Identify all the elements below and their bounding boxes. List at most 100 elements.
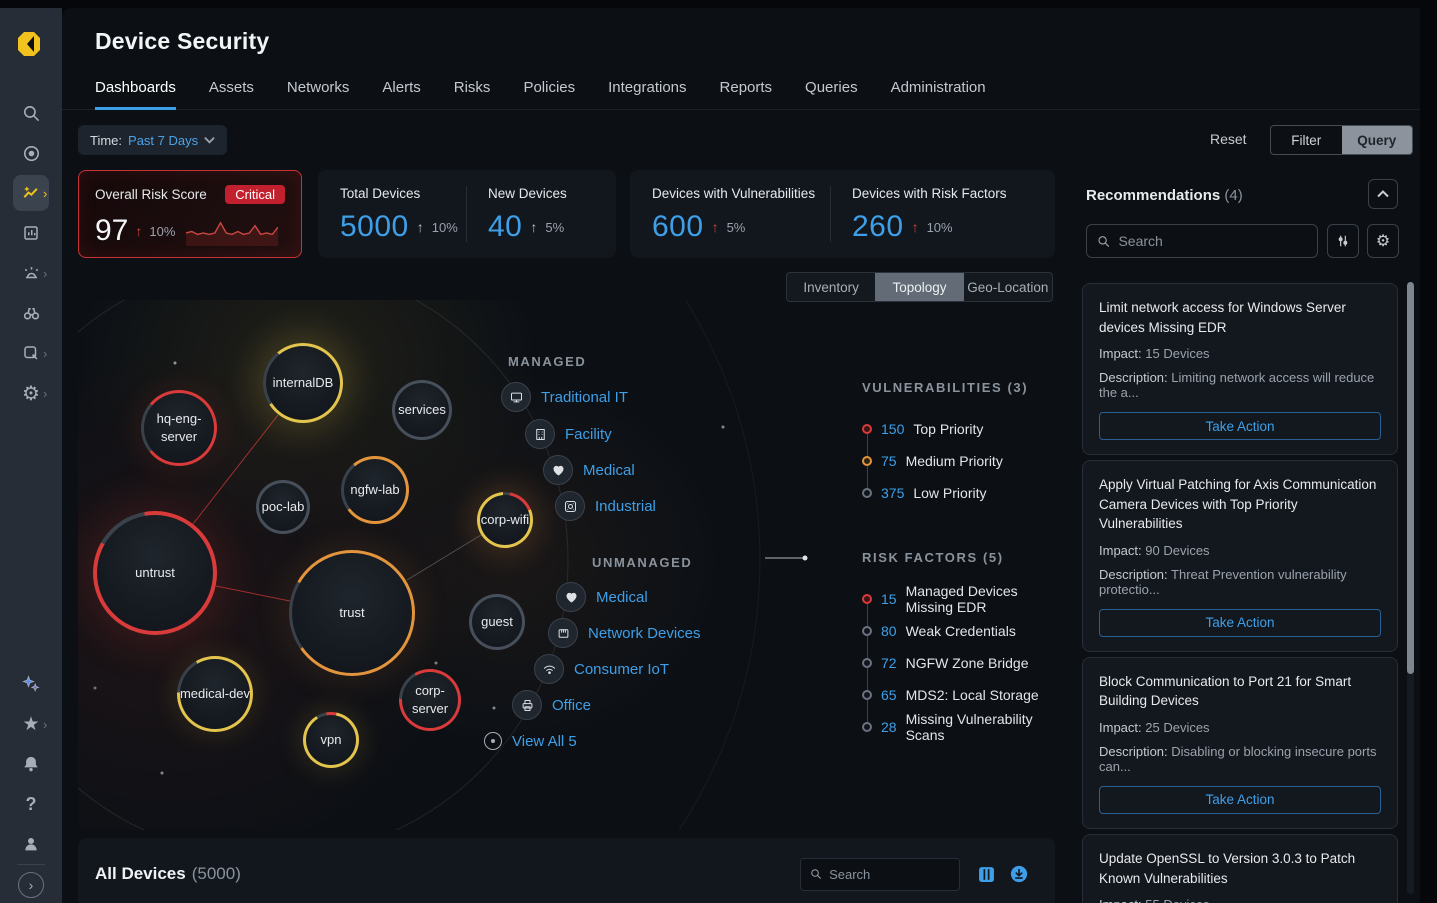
node-hq-eng-server[interactable]: hq-eng-server [141,390,217,466]
recommendations-search[interactable] [1086,224,1318,258]
filter-sliders-button[interactable] [1327,224,1359,258]
time-filter-dropdown[interactable]: Time: Past 7 Days [78,125,228,155]
user-icon[interactable] [0,826,62,862]
node-corp-wifi[interactable]: corp-wifi [477,492,533,548]
dashboards-icon[interactable]: › [0,175,62,211]
brand-logo[interactable] [14,28,48,65]
unmanaged-item-office[interactable]: Office [512,690,591,720]
node-poc-lab[interactable]: poc-lab [256,480,310,534]
node-ngfw-lab[interactable]: ngfw-lab [341,456,409,524]
all-devices-title: All Devices [95,864,186,883]
main-nav: Dashboards Assets Networks Alerts Risks … [62,76,1420,110]
risk-factor-item[interactable]: 80 Weak Credentials [862,615,1055,647]
severity-dot-gray [862,658,872,668]
tab-inventory[interactable]: Inventory [787,273,875,301]
binoculars-icon[interactable] [0,295,62,331]
all-devices-search[interactable] [800,857,960,891]
query-button[interactable]: Query [1341,126,1412,154]
vulnerability-item[interactable]: 150 Top Priority [862,413,1028,445]
chevron-right-icon: › [43,265,48,281]
unmanaged-item-network-devices[interactable]: Network Devices [548,618,701,648]
managed-item-medical[interactable]: Medical [543,455,635,485]
filter-query-toggle: Filter Query [1270,125,1413,155]
reports-icon[interactable] [0,215,62,251]
tab-networks[interactable]: Networks [286,79,350,96]
node-medical-dev[interactable]: medical-dev [177,656,253,732]
view-all-link[interactable]: View All 5 [484,732,577,750]
alerts-siren-icon[interactable]: › [0,255,62,291]
reset-button[interactable]: Reset [1210,131,1247,147]
all-devices-search-input[interactable] [829,866,950,882]
risk-score-value: 97 [95,214,129,247]
node-guest[interactable]: guest [469,594,525,650]
radar-icon[interactable] [0,135,62,171]
risk-factors-panel: RISK FACTORS (5) 15 Managed Devices Miss… [862,550,1055,743]
time-label: Time: [90,132,123,148]
collapse-panel-button[interactable] [1368,179,1398,209]
chip-icon [548,618,578,648]
node-services[interactable]: services [392,380,452,440]
node-untrust[interactable]: untrust [93,511,217,635]
node-vpn[interactable]: vpn [303,712,359,768]
settings-gear-icon[interactable]: ⚙ › [22,382,48,405]
devices-risk-factors-title: Devices with Risk Factors [852,186,1007,201]
description-value: Limiting network access will reduce the … [1099,370,1375,401]
tab-reports[interactable]: Reports [719,79,773,96]
notifications-bell-icon[interactable] [0,746,62,782]
recommendation-title: Block Communication to Port 21 for Smart… [1099,673,1352,709]
node-corp-server[interactable]: corp-server [399,669,461,731]
tab-risks[interactable]: Risks [453,79,491,96]
devices-risk-factors-value: 260 [852,210,904,243]
severity-dot-gray [862,488,872,498]
expand-chevron-icon[interactable]: › [18,872,44,898]
node-trust[interactable]: trust [289,550,415,676]
tab-integrations[interactable]: Integrations [608,79,687,96]
managed-item-facility[interactable]: Facility [525,419,612,449]
unmanaged-item-consumer-iot[interactable]: Consumer IoT [534,654,669,684]
risk-factor-item[interactable]: 15 Managed Devices Missing EDR [862,583,1055,615]
take-action-button[interactable]: Take Action [1099,608,1381,637]
description-label: Description: [1099,370,1168,386]
tab-policies[interactable]: Policies [523,79,576,96]
filter-button[interactable]: Filter [1271,126,1342,154]
divider [466,186,467,242]
download-icon[interactable] [1010,865,1028,883]
settings-gear-button[interactable]: ⚙ [1367,224,1399,258]
tab-topology[interactable]: Topology [875,273,964,301]
recommendations-search-input[interactable] [1118,233,1307,249]
search-icon[interactable] [0,95,62,131]
take-action-button[interactable]: Take Action [1099,785,1381,814]
columns-icon[interactable] [978,866,995,883]
chevron-right-icon: › [43,385,48,401]
vulnerability-item[interactable]: 75 Medium Priority [862,445,1028,477]
favorites-star-icon[interactable]: ★ › [22,713,48,735]
take-action-button[interactable]: Take Action [1099,412,1381,441]
scrollbar-thumb[interactable] [1407,282,1414,674]
managed-item-traditional-it[interactable]: Traditional IT [501,382,628,412]
queries-icon[interactable]: › [0,335,62,371]
node-internaldb[interactable]: internalDB [263,343,343,423]
tab-alerts[interactable]: Alerts [382,79,421,96]
vulnerability-item[interactable]: 375 Low Priority [862,477,1028,509]
impact-value: 15 Devices [1145,346,1210,362]
recommendation-title: Update OpenSSL to Version 3.0.3 to Patch… [1099,850,1356,886]
tab-queries[interactable]: Queries [805,79,858,96]
tab-assets[interactable]: Assets [208,79,254,96]
unmanaged-item-medical[interactable]: Medical [556,582,648,612]
recommendations-list: Limit network access for Windows Server … [1082,283,1398,903]
managed-item-industrial[interactable]: Industrial [555,491,656,521]
printer-icon [512,690,542,720]
tab-dashboards[interactable]: Dashboards [95,76,176,110]
risk-factor-item[interactable]: 65 MDS2: Local Storage [862,679,1055,711]
devices-vulnerabilities-delta: 5% [726,219,746,235]
search-icon [1098,235,1110,247]
chevron-right-icon: › [43,716,48,732]
risk-factor-item[interactable]: 72 NGFW Zone Bridge [862,647,1055,679]
risk-factor-item[interactable]: 28 Missing Vulnerability Scans [862,711,1055,743]
help-icon[interactable]: ? [25,793,37,814]
ai-sparkles-icon[interactable] [0,666,62,702]
tab-geo-location[interactable]: Geo-Location [964,273,1052,301]
recommendation-card: Limit network access for Windows Server … [1082,283,1398,456]
tab-administration[interactable]: Administration [890,79,986,96]
impact-label: Impact: [1099,719,1142,735]
